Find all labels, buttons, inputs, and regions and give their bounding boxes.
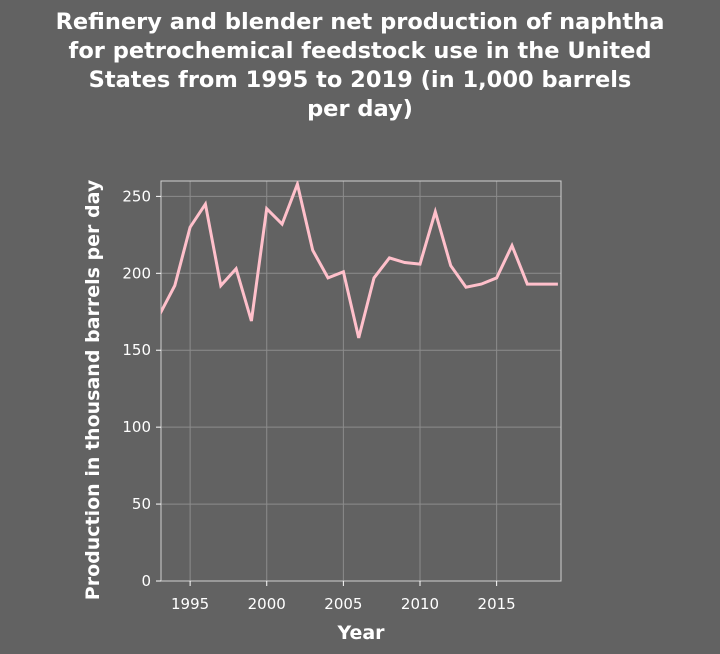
x-axis-ticks: 1995 2000 2005 2010 2015 [171,581,516,613]
y-axis-label: Production in thousand barrels per day [82,179,104,600]
plot-area [160,180,562,582]
x-tick-label: 2015 [478,595,516,613]
title-line-1: Refinery and blender net production of n… [55,9,665,35]
y-tick-label: 50 [132,495,151,513]
title-line-3: States from 1995 to 2019 (in 1,000 barre… [88,67,632,93]
x-tick-label: 2010 [401,595,439,613]
y-tick-label: 0 [141,572,151,590]
title-line-4: per day) [307,96,413,122]
x-tick-label: 2005 [324,595,362,613]
y-axis-ticks: 0 50 100 150 200 250 [122,187,161,590]
y-tick-label: 250 [122,187,151,205]
y-tick-label: 100 [122,418,151,436]
x-axis-label: Year [336,622,385,644]
x-tick-label: 2000 [248,595,286,613]
y-tick-label: 200 [122,264,151,282]
title-line-2: for petrochemical feedstock use in the U… [68,38,652,64]
chart-title: Refinery and blender net production of n… [0,8,720,124]
x-tick-label: 1995 [171,595,209,613]
plot-frame [160,180,562,582]
series-line [161,181,558,339]
y-tick-label: 150 [122,341,151,359]
